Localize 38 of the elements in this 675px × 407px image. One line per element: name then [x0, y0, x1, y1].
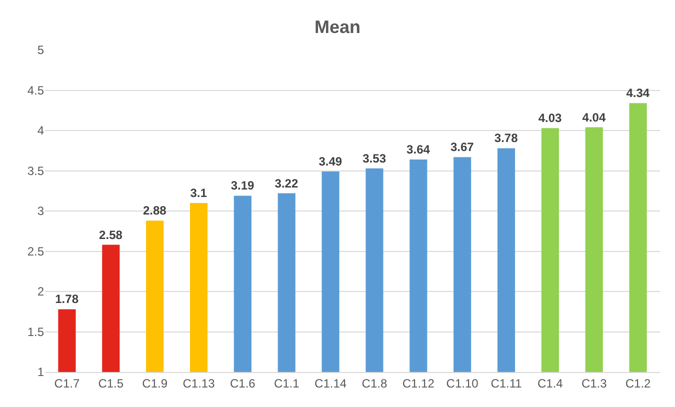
x-tick-label: C1.3	[581, 376, 608, 390]
x-tick-label: C1.13	[182, 376, 216, 390]
x-tick-label: C1.11	[490, 376, 522, 390]
data-label: 3.78	[494, 131, 518, 146]
data-label: 3.19	[230, 178, 255, 193]
x-tick-label: C1.1	[274, 376, 300, 390]
y-tick-label: 4	[37, 124, 44, 138]
y-tick-label: 1.5	[27, 324, 44, 339]
data-label: 3.49	[318, 154, 342, 169]
data-label: 3.67	[450, 140, 474, 154]
x-tick-label: C1.7	[54, 376, 80, 390]
data-label: 4.34	[626, 86, 650, 100]
x-tick-label: C1.14	[314, 376, 347, 390]
x-tick-label: C1.2	[625, 376, 652, 390]
data-label: 3.1	[190, 186, 208, 200]
x-tick-label: C1.8	[362, 376, 388, 390]
x-tick-label: C1.12	[402, 376, 435, 390]
y-tick-label: 2.5	[27, 244, 44, 258]
x-tick-label: C1.4	[538, 376, 564, 390]
data-label: 4.03	[538, 111, 562, 126]
data-label: 2.88	[142, 204, 167, 218]
y-tick-label: 3.5	[27, 164, 44, 178]
data-label: 1.78	[55, 292, 79, 306]
data-label: 3.53	[362, 151, 386, 166]
chart-title: Mean	[314, 16, 361, 37]
data-label: 2.58	[99, 228, 123, 242]
x-tick-label: C1.5	[98, 376, 124, 390]
data-label: 4.04	[582, 110, 606, 124]
y-tick-label: 1	[37, 365, 44, 380]
x-tick-label: C1.10	[446, 376, 479, 390]
y-tick-label: 2	[37, 284, 44, 299]
data-label: 3.64	[406, 142, 430, 156]
y-tick-label: 4.5	[27, 83, 44, 98]
x-tick-label: C1.9	[142, 376, 168, 390]
data-label: 3.22	[274, 176, 298, 190]
y-tick-label: 5	[37, 43, 44, 58]
y-tick-label: 3	[37, 204, 44, 218]
x-tick-label: C1.6	[230, 376, 256, 390]
